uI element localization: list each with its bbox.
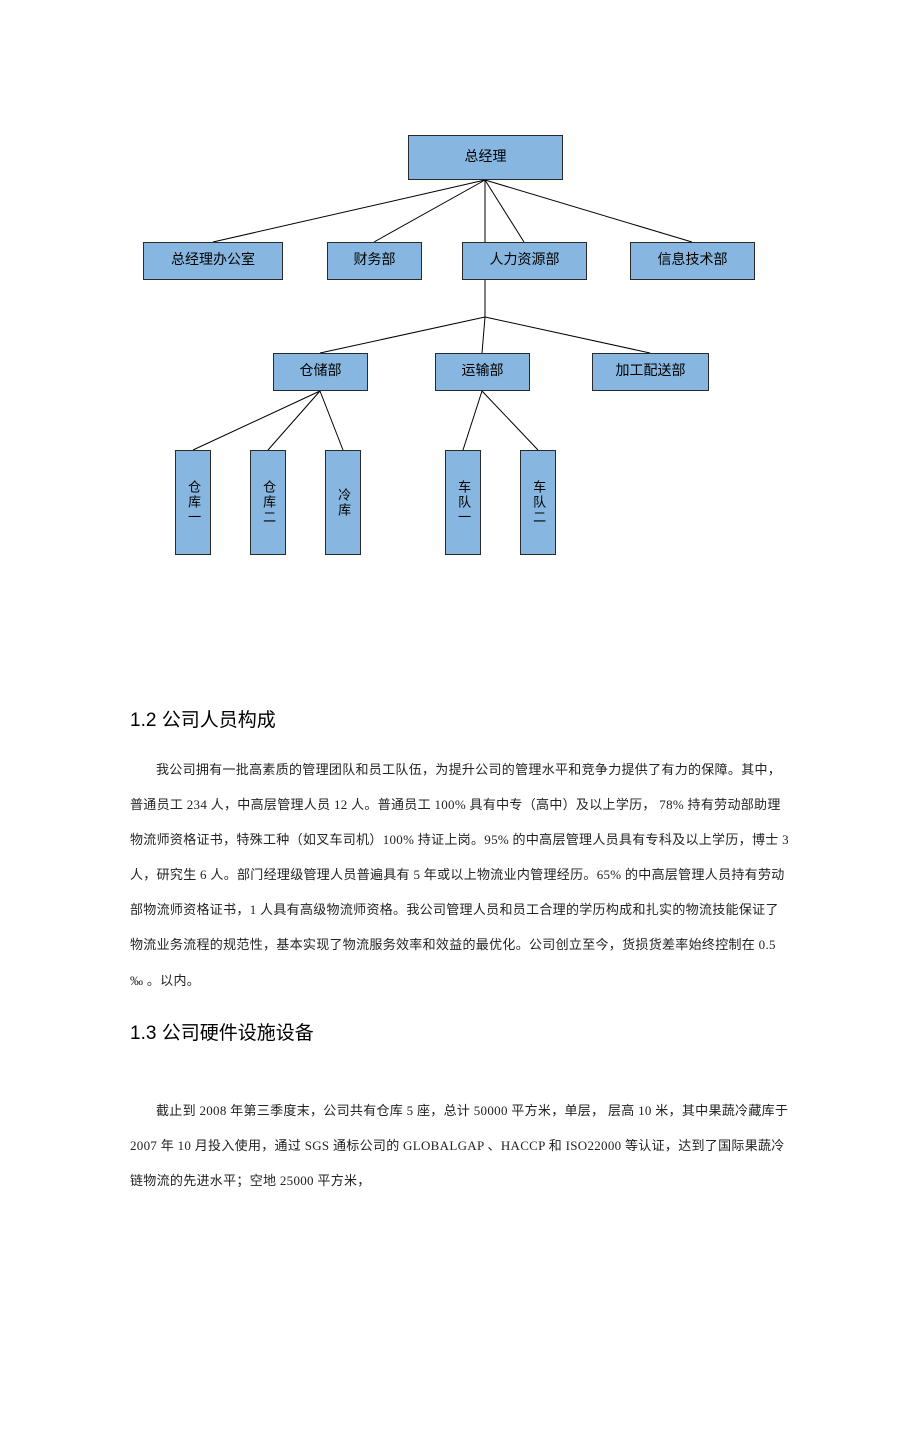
- section-1-2: 1.2 公司人员构成 我公司拥有一批高素质的管理团队和员工队伍，为提升公司的管理…: [130, 705, 790, 998]
- org-node-office: 总经理办公室: [143, 242, 283, 280]
- org-node-root: 总经理: [408, 135, 563, 180]
- section-1-2-heading: 1.2 公司人员构成: [130, 705, 790, 732]
- org-node-wh2: 仓库二: [250, 450, 286, 555]
- section-1-2-body: 我公司拥有一批高素质的管理团队和员工队伍，为提升公司的管理水平和竞争力提供了有力…: [130, 752, 790, 998]
- org-chart: 总经理总经理办公室 财务部 人力资源部 信息技术部仓储部 运输部 加工配送部仓库一 仓库二 冷…: [125, 135, 785, 575]
- org-node-storage: 仓储部: [273, 353, 368, 391]
- org-node-finance: 财务部: [327, 242, 422, 280]
- org-node-hr: 人力资源部: [462, 242, 587, 280]
- org-node-transport: 运输部: [435, 353, 530, 391]
- org-node-cold: 冷库: [325, 450, 361, 555]
- section-1-3-body: 截止到 2008 年第三季度末，公司共有仓库 5 座，总计 50000 平方米，…: [130, 1093, 790, 1198]
- org-node-process: 加工配送部: [592, 353, 709, 391]
- section-1-3-heading: 1.3 公司硬件设施设备: [130, 1018, 790, 1045]
- section-1-3: 1.3 公司硬件设施设备 截止到 2008 年第三季度末，公司共有仓库 5 座，…: [130, 1018, 790, 1198]
- org-node-it: 信息技术部: [630, 242, 755, 280]
- org-node-fleet1: 车队一: [445, 450, 481, 555]
- org-node-fleet2: 车队二: [520, 450, 556, 555]
- org-node-wh1: 仓库一: [175, 450, 211, 555]
